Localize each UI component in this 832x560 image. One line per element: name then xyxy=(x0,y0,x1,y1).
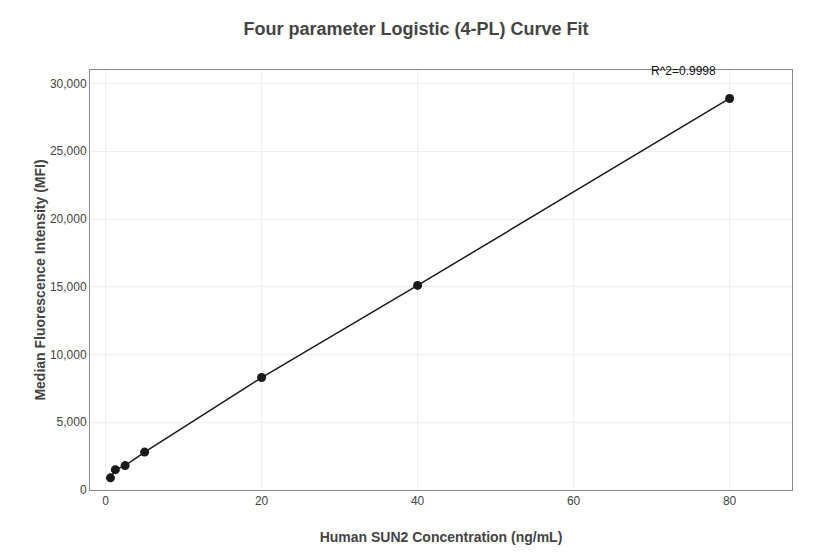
svg-text:15,000: 15,000 xyxy=(50,280,87,294)
svg-text:40: 40 xyxy=(411,494,425,508)
svg-text:25,000: 25,000 xyxy=(50,144,87,158)
svg-text:20,000: 20,000 xyxy=(50,212,87,226)
svg-text:60: 60 xyxy=(567,494,581,508)
svg-text:R^2=0.9998: R^2=0.9998 xyxy=(651,64,716,78)
svg-text:0: 0 xyxy=(80,483,87,497)
svg-text:5,000: 5,000 xyxy=(57,415,87,429)
svg-text:20: 20 xyxy=(255,494,269,508)
svg-text:0: 0 xyxy=(102,494,109,508)
svg-text:Human SUN2 Concentration (ng/m: Human SUN2 Concentration (ng/mL) xyxy=(320,529,563,545)
svg-text:30,000: 30,000 xyxy=(50,77,87,91)
svg-text:Four parameter Logistic (4-PL): Four parameter Logistic (4-PL) Curve Fit xyxy=(243,19,588,39)
svg-text:10,000: 10,000 xyxy=(50,348,87,362)
svg-text:Median Fluorescence Intensity: Median Fluorescence Intensity (MFI) xyxy=(32,159,48,400)
svg-text:80: 80 xyxy=(723,494,737,508)
